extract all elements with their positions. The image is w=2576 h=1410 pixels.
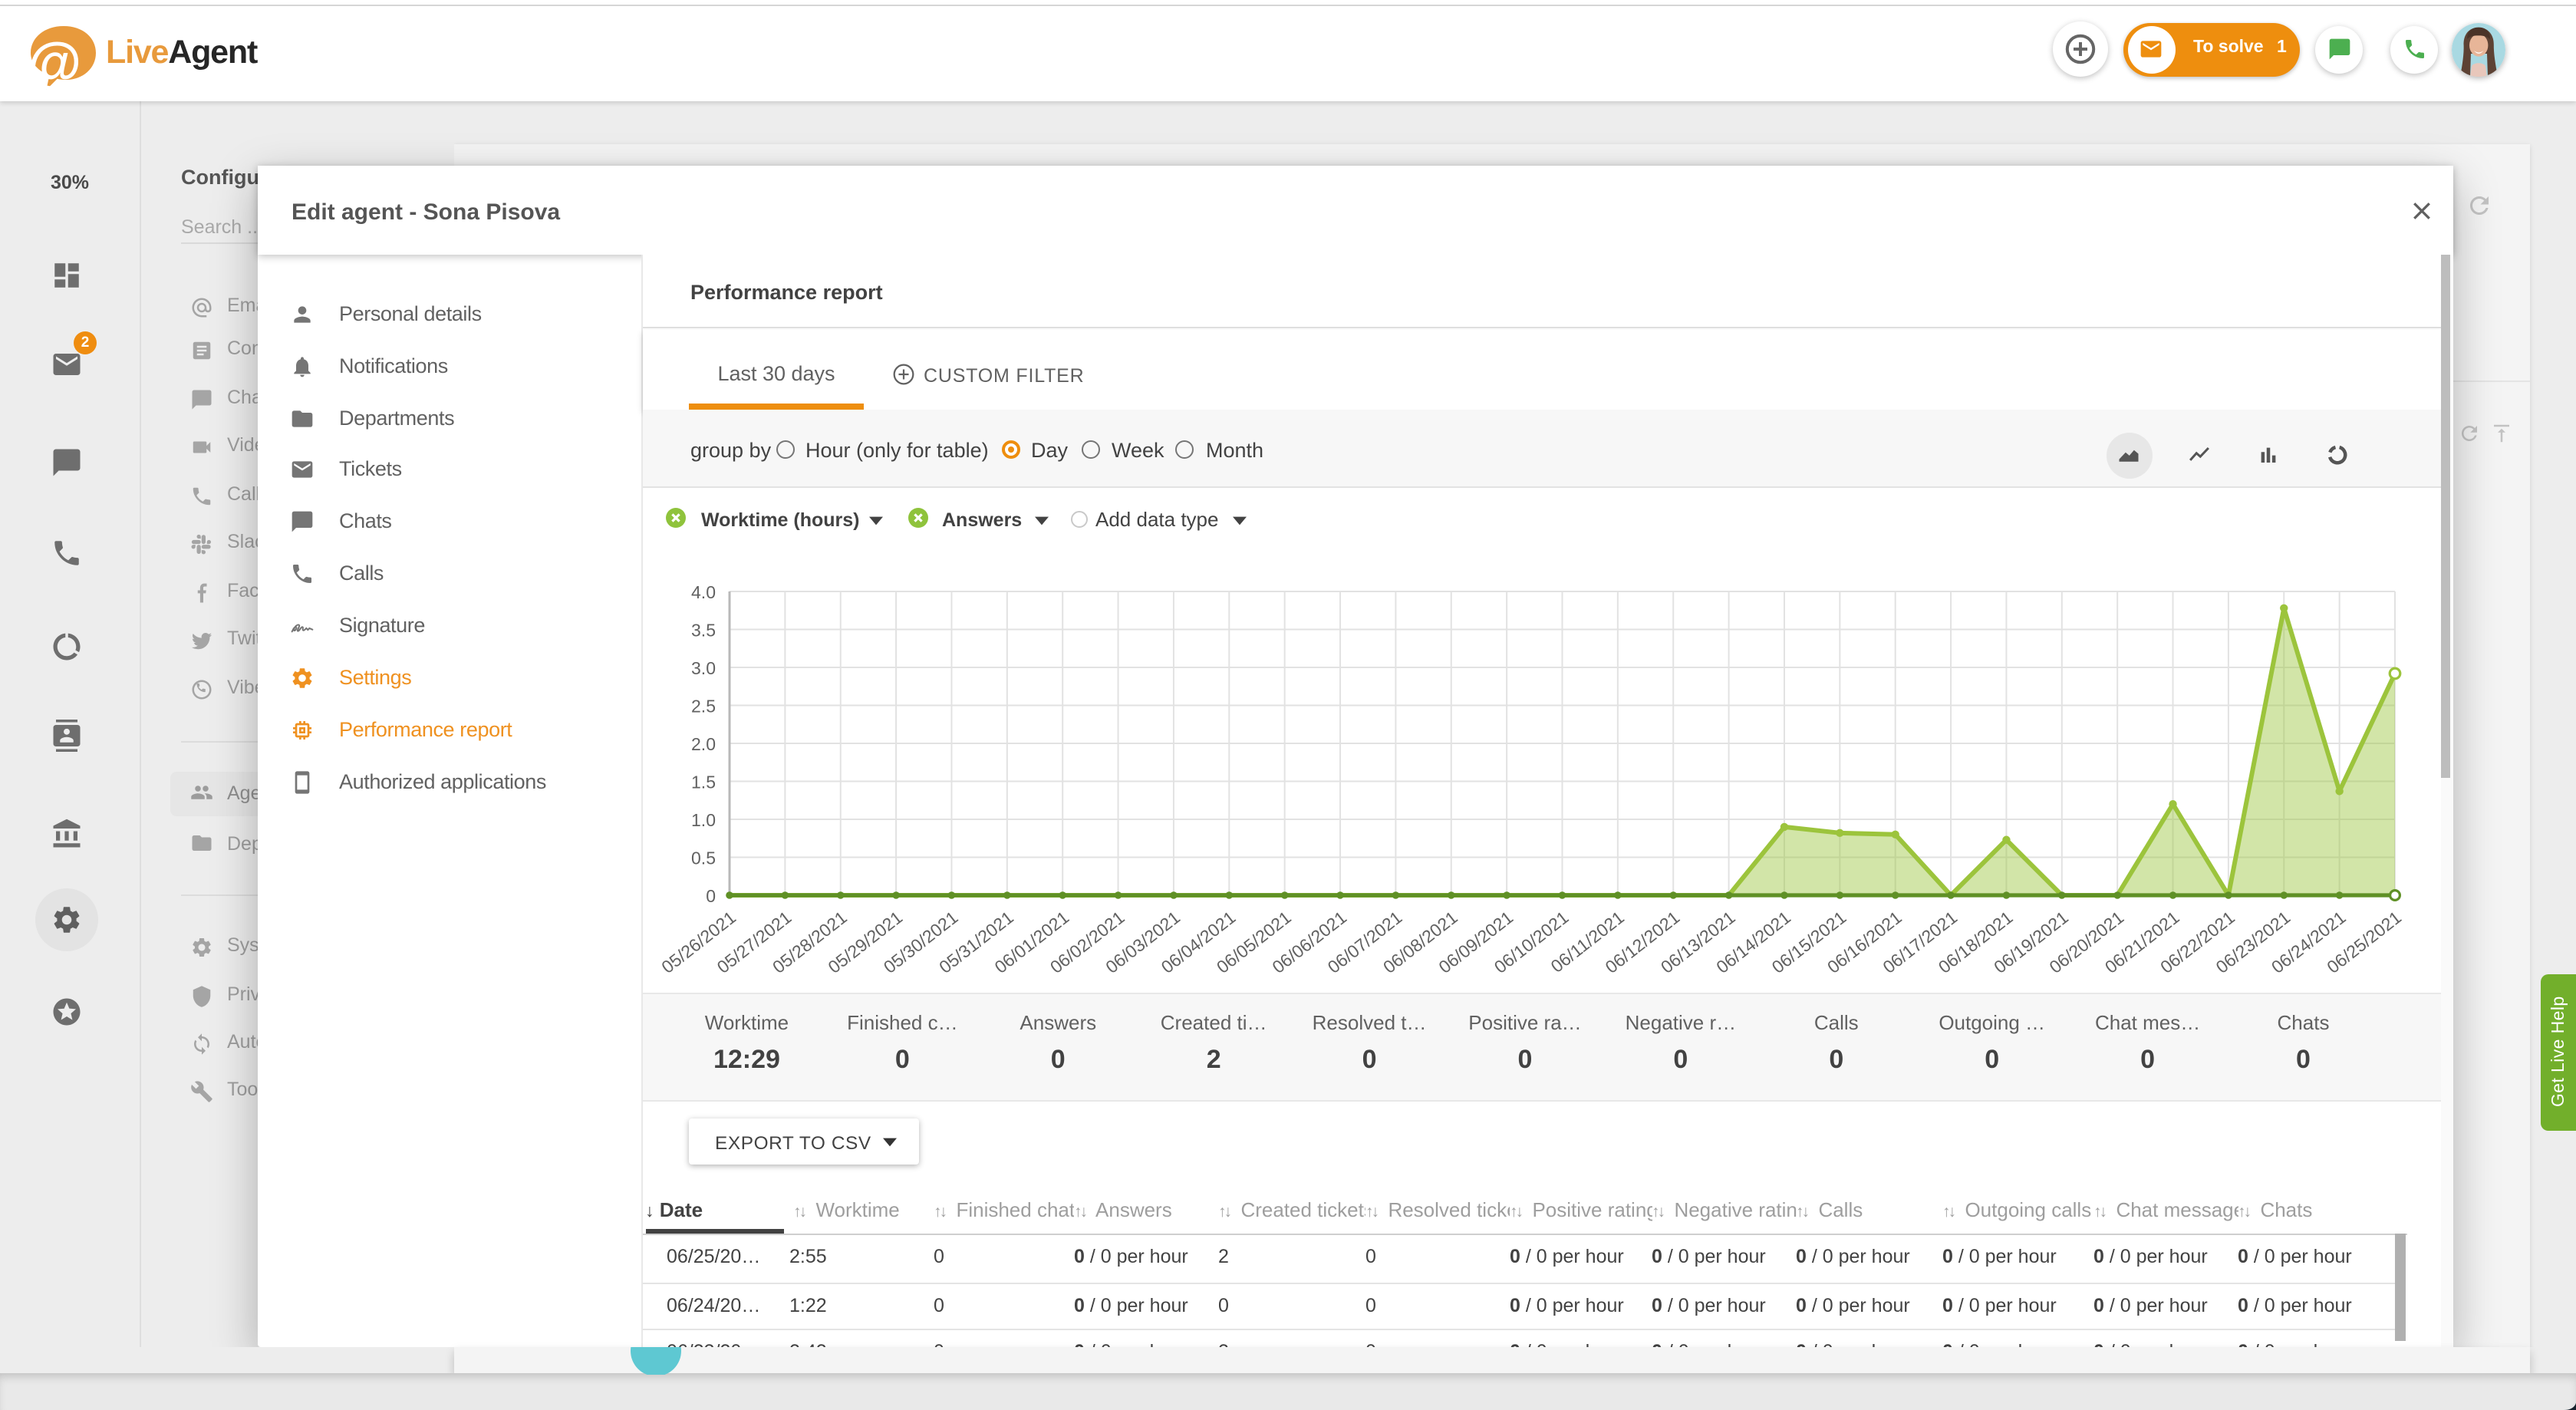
svg-text:0.5: 0.5 xyxy=(691,848,716,868)
svg-text:2.0: 2.0 xyxy=(691,734,716,754)
svg-text:1.0: 1.0 xyxy=(691,810,716,830)
svg-text:@: @ xyxy=(28,32,81,92)
svg-text:4.0: 4.0 xyxy=(691,582,716,602)
svg-text:1.5: 1.5 xyxy=(691,773,716,792)
svg-text:0: 0 xyxy=(706,886,716,906)
svg-text:3.0: 3.0 xyxy=(691,658,716,678)
svg-text:3.5: 3.5 xyxy=(691,621,716,641)
svg-text:2.5: 2.5 xyxy=(691,697,716,717)
